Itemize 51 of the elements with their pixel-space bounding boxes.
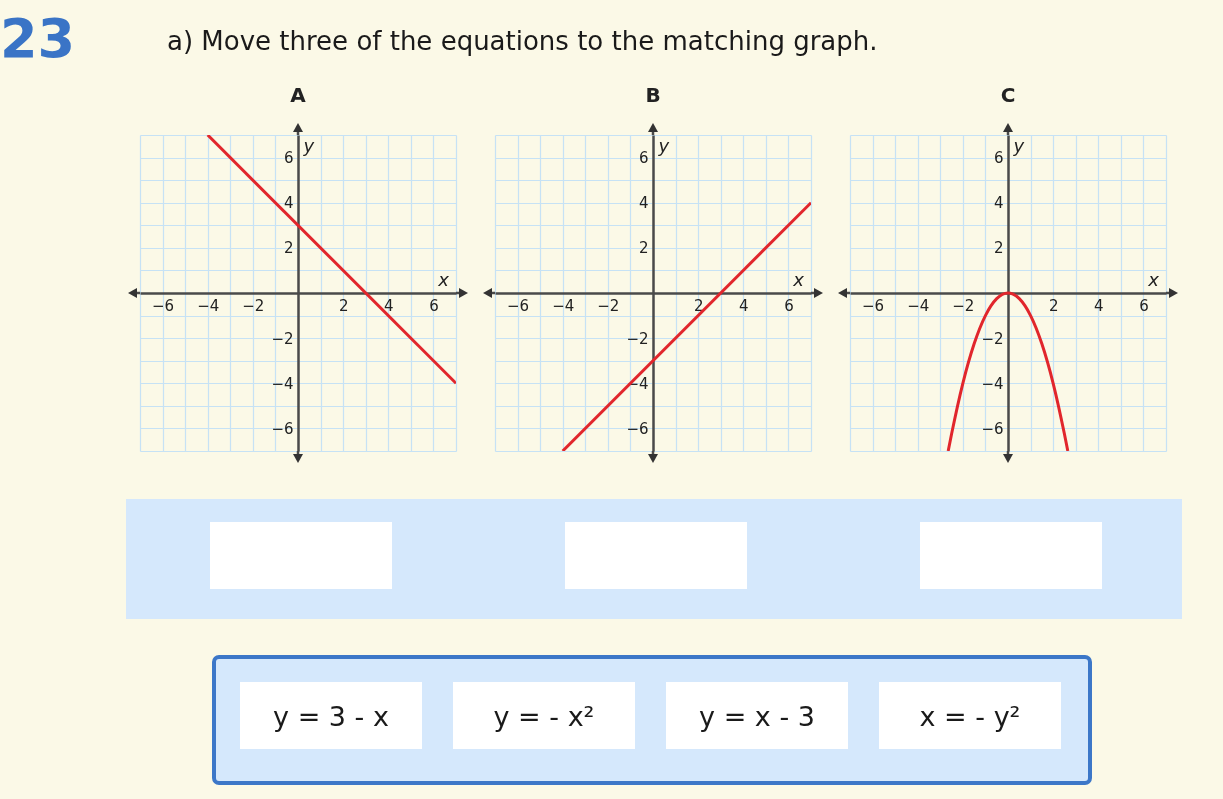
x-tick-label: −6 [507, 296, 530, 315]
y-tick-label: −4 [981, 374, 1004, 393]
y-tick-label: 4 [283, 194, 294, 213]
equation-card: y = 3 - x [240, 682, 422, 749]
y-tick-label: −6 [981, 419, 1004, 438]
y-axis-title: y [302, 134, 315, 156]
chart-title: B [645, 83, 661, 107]
x-tick-label: −6 [152, 296, 175, 315]
y-tick-label: 2 [993, 239, 1004, 258]
y-tick-label: 2 [638, 239, 649, 258]
x-tick-label: 4 [739, 296, 749, 315]
x-tick-label: 2 [338, 296, 349, 315]
equation-card: y = - x² [453, 682, 635, 749]
chart-title: C [1000, 83, 1016, 107]
y-tick-label: 6 [993, 149, 1004, 168]
y-tick-label: 4 [638, 194, 649, 213]
y-tick-label: −2 [626, 329, 649, 348]
equation-card: y = x - 3 [666, 682, 848, 749]
x-tick-label: 2 [693, 296, 704, 315]
y-axis-title: y [657, 134, 670, 156]
line-series [946, 291, 1070, 451]
text: a) Move three of the equations to the matching graph. [167, 26, 878, 58]
y-tick-label: 6 [638, 149, 649, 168]
y-axis-title: y [1012, 134, 1025, 156]
y-tick-label: −2 [271, 329, 294, 348]
x-tick-label: 6 [1139, 296, 1149, 315]
x-tick-label: 6 [784, 296, 794, 315]
x-tick-label: −2 [952, 296, 975, 315]
x-axis-title: x [1147, 268, 1160, 290]
x-tick-label: −4 [552, 296, 575, 315]
x-tick-label: −2 [597, 296, 620, 315]
y-tick-label: 2 [283, 239, 294, 258]
chart-title: A [290, 83, 307, 107]
x-tick-label: 4 [384, 296, 394, 315]
x-tick-label: −6 [862, 296, 885, 315]
y-tick-label: −4 [271, 374, 294, 393]
y-tick-label: −6 [626, 419, 649, 438]
x-tick-label: 4 [1094, 296, 1104, 315]
y-tick-label: −2 [981, 329, 1004, 348]
x-tick-label: −4 [197, 296, 220, 315]
x-tick-label: −4 [907, 296, 930, 315]
y-tick-label: 6 [283, 149, 294, 168]
equation-card: x = - y² [879, 682, 1061, 749]
y-tick-label: −6 [271, 419, 294, 438]
y-tick-label: 4 [993, 194, 1004, 213]
x-tick-label: 6 [429, 296, 439, 315]
x-axis-title: x [792, 268, 805, 290]
x-tick-label: −2 [242, 296, 265, 315]
text: 23 [0, 7, 76, 70]
x-tick-label: 2 [1048, 296, 1059, 315]
x-axis-title: x [437, 268, 450, 290]
